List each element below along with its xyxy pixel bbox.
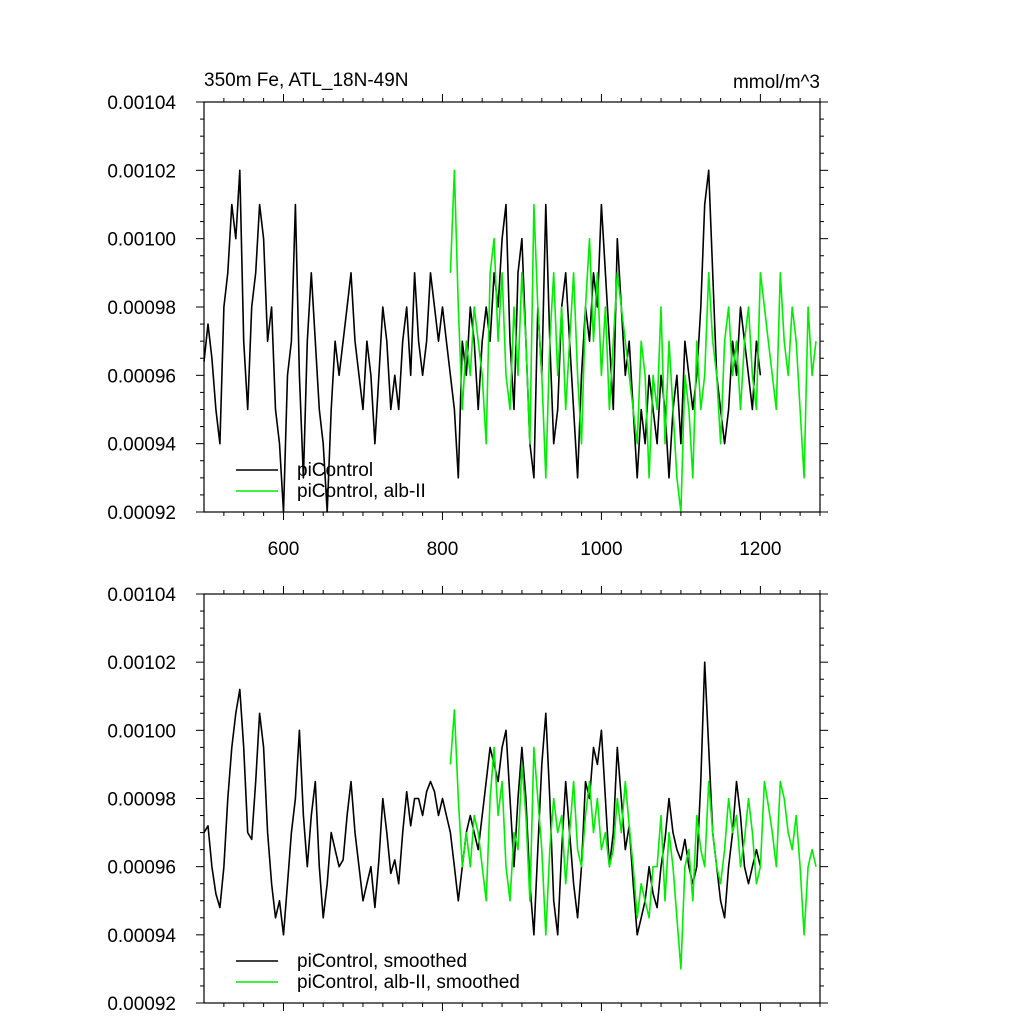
y-tick-label: 0.00100	[107, 721, 176, 742]
y-tick-label: 0.00104	[107, 585, 176, 606]
series-line-alb-ii	[449, 169, 817, 513]
x-tick-label: 1200	[739, 539, 781, 560]
y-tick-label: 0.00098	[107, 298, 176, 319]
units-label: mmol/m^3	[733, 72, 820, 93]
x-tick-label: 1000	[580, 539, 622, 560]
y-tick-label: 0.00104	[107, 93, 176, 114]
x-tick-label: 800	[427, 539, 459, 560]
bottom-panel: 0.00092 0.00094 0.00096 0.00098 0.00100 0.001…	[107, 585, 828, 1015]
top-panel: 0.00092 0.00094 0.00096 0.00098 0.00100 0.001…	[107, 93, 828, 560]
x-tick-label: 600	[268, 539, 300, 560]
legend-label: piControl, smoothed	[297, 951, 467, 972]
plot-frame	[203, 101, 821, 513]
y-tick-label: 0.00096	[107, 366, 176, 387]
y-tick-label: 0.00096	[107, 858, 176, 879]
legend-label: piControl, alb-II	[297, 481, 426, 502]
plot-frame	[203, 593, 821, 1004]
chart-title: 350m Fe, ATL_18N-49N	[204, 70, 409, 91]
y-tick-label: 0.00094	[107, 435, 176, 456]
y-tick-label: 0.00102	[107, 653, 176, 674]
y-tick-label: 0.00102	[107, 161, 176, 182]
legend-label: piControl	[297, 460, 373, 481]
series-line-picontrol	[203, 169, 762, 513]
legend-label: piControl, alb-II, smoothed	[297, 972, 520, 993]
y-tick-label: 0.00098	[107, 790, 176, 811]
y-tick-label: 0.00092	[107, 994, 176, 1015]
y-tick-label: 0.00100	[107, 230, 176, 251]
y-tick-label: 0.00094	[107, 926, 176, 947]
series-line-alb-ii	[449, 709, 817, 970]
series-line-picontrol	[203, 661, 762, 936]
y-tick-label: 0.00092	[107, 503, 176, 524]
